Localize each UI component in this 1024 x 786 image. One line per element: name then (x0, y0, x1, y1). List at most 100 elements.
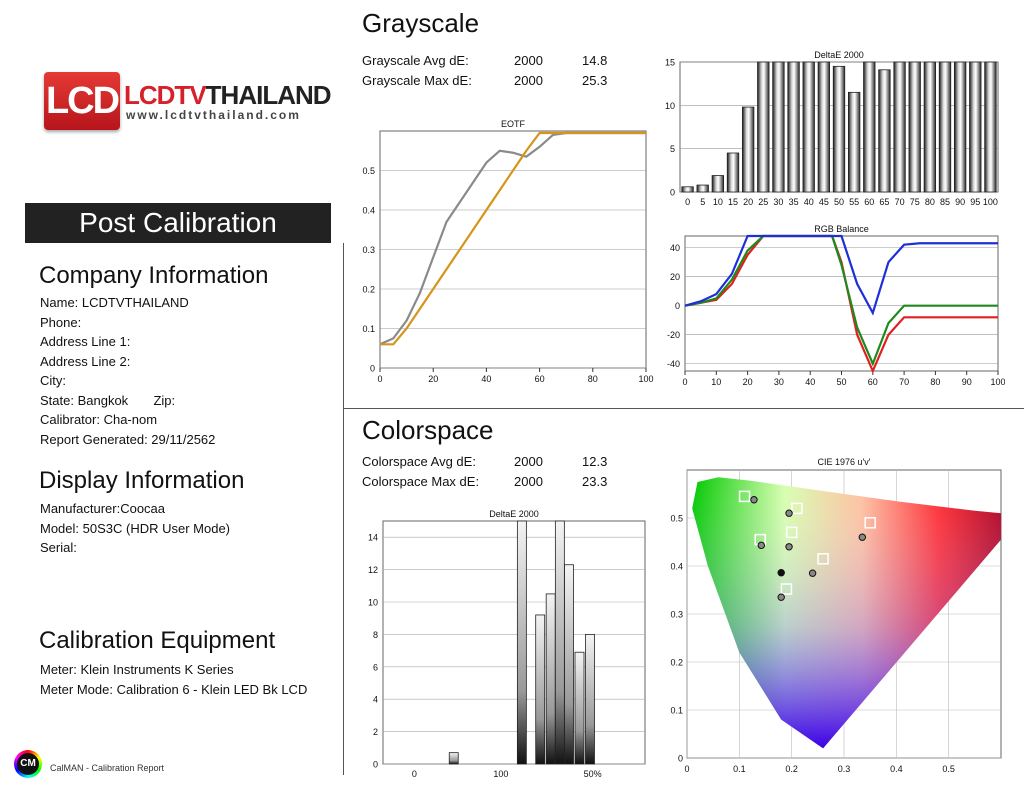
x-tick-label: 90 (962, 377, 972, 387)
series-line (379, 131, 646, 346)
measured-point (777, 593, 785, 601)
bar (893, 61, 906, 193)
calman-logo-icon: CM (14, 750, 42, 778)
x-tick-label: 80 (588, 374, 598, 384)
calman-logo-text: CM (17, 753, 39, 775)
stat-standard: 2000 (514, 453, 543, 469)
x-tick-label: 60 (868, 377, 878, 387)
y-tick-label: 0.3 (362, 245, 375, 255)
x-tick-label: 20 (428, 374, 438, 384)
footer-text: CalMAN - Calibration Report (50, 763, 165, 773)
x-tick-label: 0 (685, 197, 690, 207)
colorspace-deltae-chart: DeltaE 2000 0 2 4 6 8 10 12 14 0 100 50% (368, 509, 646, 779)
target-marker (780, 583, 793, 595)
x-tick-label: 0 (682, 377, 687, 387)
y-tick-label: 0.1 (362, 324, 375, 334)
vertical-divider (343, 243, 344, 775)
y-tick-label: 0.4 (670, 562, 683, 572)
y-tick-label: 40 (670, 243, 680, 253)
chart-title: EOTF (501, 119, 526, 129)
bar (923, 61, 937, 193)
bar (711, 175, 725, 193)
y-tick-label: 0 (678, 754, 683, 764)
x-tick-label: 40 (805, 377, 815, 387)
bar (535, 614, 546, 765)
x-tick-label: 100 (638, 374, 653, 384)
x-tick-label: 80 (930, 377, 940, 387)
grayscale-stats: Grayscale Avg dE: 2000 14.8 Grayscale Ma… (362, 50, 607, 90)
x-tick-label: 50% (584, 769, 602, 779)
equipment-list: Meter: Klein Instruments K Series Meter … (40, 660, 307, 699)
x-tick-label: 25 (758, 197, 768, 207)
bar (448, 752, 459, 765)
x-tick-label: 100 (990, 377, 1005, 387)
bar (817, 61, 831, 193)
stat-label: Grayscale Max dE: (362, 72, 472, 88)
chart-title: CIE 1976 u'v' (818, 457, 871, 467)
target-marker (785, 526, 798, 539)
bar (696, 184, 709, 193)
company-info-line: Calibrator: Cha-nom (40, 412, 158, 427)
colorspace-stats: Colorspace Avg dE: 2000 12.3 Colorspace … (362, 451, 607, 491)
bar (863, 61, 876, 193)
y-tick-label: 15 (665, 58, 675, 68)
bar (787, 61, 800, 193)
bar (953, 61, 967, 193)
company-info-line: Report Generated: 29/11/2562 (40, 431, 216, 447)
y-tick-label: -20 (667, 330, 680, 340)
bar (681, 186, 694, 193)
equipment-line: Meter: Klein Instruments K Series (40, 662, 234, 677)
bar (878, 69, 891, 193)
bar (984, 61, 997, 193)
company-info-line: Address Line 2: (40, 353, 131, 369)
company-info-line: City: (40, 373, 66, 388)
brand-logo-badge: LCD (44, 72, 120, 130)
stat-standard: 2000 (514, 72, 543, 88)
brand-logo-name: LCDTVTHAILAND (124, 80, 332, 111)
stat-label: Grayscale Avg dE: (362, 52, 469, 68)
measured-point (785, 543, 793, 551)
x-tick-label: 0 (412, 769, 417, 779)
measured-point (858, 533, 867, 541)
x-tick-label: 60 (535, 374, 545, 384)
target-marker (738, 490, 751, 503)
x-tick-label: 60 (864, 197, 874, 207)
x-tick-label: 95 (970, 197, 980, 207)
bar (802, 61, 815, 193)
y-tick-label: 0 (370, 364, 375, 374)
company-info-heading: Company Information (39, 262, 269, 289)
y-tick-label: 0.1 (670, 706, 683, 716)
y-tick-label: -40 (667, 359, 680, 369)
x-tick-label: 40 (481, 374, 491, 384)
y-tick-label: 5 (670, 144, 675, 154)
company-info-line: Name: LCDTVTHAILAND (40, 295, 189, 310)
y-tick-label: 0.4 (362, 206, 375, 216)
x-tick-label: 65 (879, 197, 889, 207)
y-tick-label: 0 (670, 188, 675, 198)
target-marker (817, 553, 829, 565)
bar (969, 61, 982, 193)
x-tick-label: 0 (377, 374, 382, 384)
stat-label: Colorspace Avg dE: (362, 453, 476, 469)
stat-label: Colorspace Max dE: (362, 473, 480, 489)
stat-value: 12.3 (582, 453, 608, 469)
stat-standard: 2000 (514, 473, 543, 489)
y-tick-label: 0.5 (362, 166, 375, 176)
y-tick-label: 0 (675, 301, 680, 311)
y-tick-label: 0.5 (670, 514, 683, 524)
cie-chart: CIE 1976 u'v' 0 0.1 0.2 0.3 0.4 0.5 0 0.1 0.2 0.3 0… (670, 457, 1002, 774)
x-tick-label: 0 (684, 764, 689, 774)
y-tick-label: 6 (373, 662, 378, 672)
bar (585, 633, 595, 765)
y-tick-label: 10 (368, 598, 378, 608)
x-tick-label: 0.1 (733, 764, 746, 774)
x-tick-label: 100 (493, 769, 508, 779)
brand-name-part2: THAILAND (205, 80, 332, 110)
x-tick-label: 50 (836, 377, 846, 387)
grayscale-title: Grayscale (362, 8, 480, 38)
brand-name-part1: LCDTV (124, 80, 207, 110)
stat-value: 14.8 (582, 52, 608, 68)
eotf-chart: EOTF 0 0.1 0.2 0.3 0.4 0.5 0 20 40 60 80 100 (362, 119, 653, 384)
bar (757, 61, 770, 193)
colorspace-title: Colorspace (362, 415, 494, 445)
